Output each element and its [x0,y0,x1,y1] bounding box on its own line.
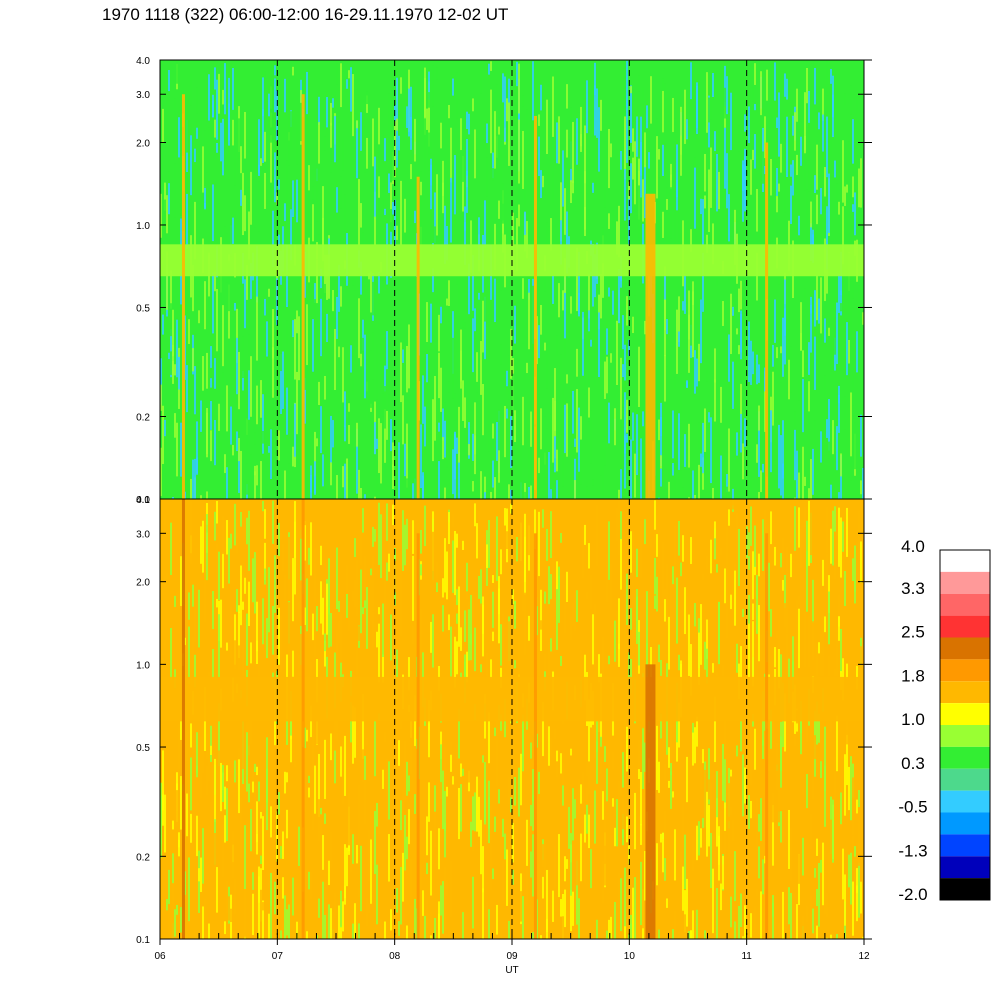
panel-lower [159,498,865,940]
colorbar-swatch [940,593,990,616]
colorbar-swatch [940,571,990,594]
burst-stripe [765,533,769,939]
burst-stripe [645,664,656,939]
colorbar-swatch [940,681,990,704]
colorbar-swatch [940,746,990,769]
x-tick-label: 06 [154,951,166,962]
colorbar-label: -0.5 [898,798,927,817]
y-tick-label: 2.0 [136,138,150,149]
colorbar-swatch [940,637,990,660]
colorbar-label: 3.3 [901,579,925,598]
colorbar-swatch [940,812,990,835]
colorbar-swatch [940,659,990,682]
x-tick-label: 11 [741,951,752,962]
colorbar-label: 2.5 [901,623,925,642]
x-tick-label: 08 [389,951,401,962]
burst-stripe [301,499,305,939]
colorbar-swatch [940,550,990,572]
burst-stripe [181,94,185,499]
axes-layer: 0.10.20.51.02.03.04.00.10.20.51.02.03.04… [136,56,872,976]
y-tick-label: 1.0 [136,221,150,232]
colorbar-swatch [940,725,990,747]
colorbar-label: -1.3 [898,841,927,860]
y-tick-label: 2.0 [136,578,150,589]
y-tick-label: 3.0 [136,90,150,101]
y-tick-label: 3.0 [136,529,150,540]
colorbar: 4.0 3.3 2.5 1.8 1.0 0.3 -0.5 -1.3 -2.0 [898,537,991,904]
colorbar-frame [939,549,991,901]
panels-layer [159,59,865,940]
y-tick-label: 0.5 [136,743,150,754]
x-tick-label: 12 [858,951,870,962]
colorbar-swatch [940,878,990,900]
y-tick-label: 0.1 [136,495,150,506]
x-tick-label: 10 [624,951,636,962]
x-tick-label: 07 [272,951,284,962]
colorbar-label: 1.8 [901,666,925,685]
colorbar-swatch [940,615,990,638]
y-tick-label: 0.2 [136,413,150,424]
x-tick-label: 09 [506,951,518,962]
colorbar-label: 0.3 [901,754,925,773]
y-tick-label: 1.0 [136,660,150,671]
colorbar-label: 4.0 [901,537,925,556]
burst-stripe [765,142,769,500]
colorbar-swatch [940,790,990,813]
y-tick-label: 4.0 [136,56,150,67]
panel-upper [159,59,865,500]
y-tick-label: 0.5 [136,303,150,314]
y-tick-label: 0.1 [136,935,150,946]
y-tick-label: 0.2 [136,852,150,863]
colorbar-swatch [940,856,990,879]
burst-stripe [533,533,537,939]
colorbar-swatch [940,834,990,857]
x-axis-label: UT [505,965,518,976]
colorbar-label: -2.0 [898,885,927,904]
burst-stripe [416,533,420,939]
burst-stripe [181,499,185,939]
colorbar-swatch [940,703,990,725]
colorbar-label: 1.0 [901,710,925,729]
burst-stripe [645,193,656,499]
chart-title: 1970 1118 (322) 06:00-12:00 16-29.11.197… [102,5,509,24]
burst-stripe [533,115,537,499]
burst-stripe [416,176,420,499]
burst-stripe [301,94,305,499]
y-tick-label: 4.0 [136,495,150,506]
colorbar-swatch [940,768,990,791]
